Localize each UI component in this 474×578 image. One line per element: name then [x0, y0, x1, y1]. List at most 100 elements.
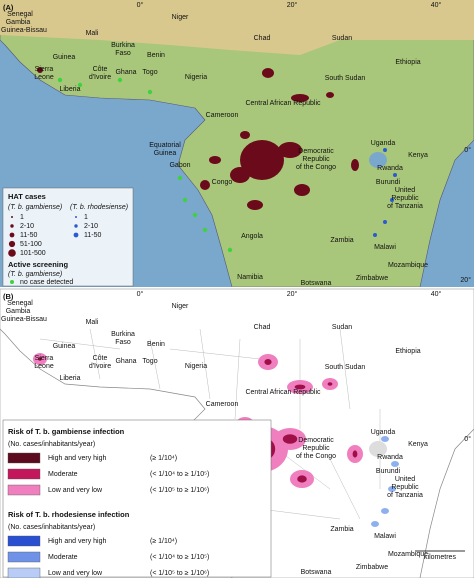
lake — [369, 441, 387, 457]
legend-title: Active screening — [8, 260, 68, 269]
risk-area — [327, 382, 333, 386]
legend-range: (< 1/10⁵ to ≥ 1/10⁶) — [150, 487, 209, 494]
country-label: Malawi — [374, 533, 396, 540]
scale-label: kilometres — [424, 554, 456, 561]
country-label: Senegal — [7, 300, 33, 307]
case-area — [200, 180, 210, 190]
screening-site — [202, 227, 208, 233]
country-label: Liberia — [59, 375, 80, 382]
country-label: Niger — [172, 14, 189, 21]
legend-sub: (T. b. gambiense) — [8, 271, 62, 278]
legend-swatch — [7, 484, 41, 496]
country-label: Leone — [34, 74, 54, 81]
country-label: Gambia — [6, 308, 31, 315]
case-area — [291, 94, 309, 102]
country-label: Ghana — [115, 358, 136, 365]
country-label: Guinea-Bissau — [1, 316, 47, 323]
country-label: Central African Republic — [245, 100, 321, 107]
country-label: Leone — [34, 363, 54, 370]
country-label: Chad — [254, 324, 271, 331]
country-label: Burundi — [376, 179, 401, 186]
case-area — [262, 68, 274, 78]
country-label: Central African Republic — [245, 389, 321, 396]
country-label: Zimbabwe — [356, 275, 388, 282]
case-area — [247, 200, 263, 210]
screening-site — [57, 77, 63, 83]
coordinate: 20° — [460, 276, 471, 284]
case-area — [37, 67, 43, 73]
case-area — [240, 131, 250, 139]
screening-site — [192, 212, 198, 218]
country-label: Equatorial — [149, 142, 181, 149]
rhodesiense-case — [393, 173, 397, 177]
legend-dot — [73, 232, 79, 238]
screening-site — [77, 82, 83, 88]
country-label: Angola — [241, 233, 263, 240]
country-label: Togo — [142, 358, 157, 365]
legend-title: HAT cases — [8, 192, 46, 201]
screening-site — [177, 175, 183, 181]
legend-swatch — [7, 452, 41, 464]
country-label: Rwanda — [377, 454, 403, 461]
legend-dot — [9, 232, 15, 238]
country-label: Côte — [93, 355, 108, 362]
country-label: Mozambique — [388, 262, 428, 269]
legend-dot — [75, 216, 77, 218]
country-label: Uganda — [371, 140, 396, 147]
case-area — [326, 92, 334, 98]
legend-range: (< 1/10⁵ to ≥ 1/10⁶) — [150, 570, 209, 577]
legend-item: 2-10 — [84, 223, 98, 230]
country-label: Burkina — [111, 331, 135, 338]
coordinate: 40° — [431, 1, 442, 9]
rhodesiense-case — [373, 233, 377, 237]
country-label: Ghana — [115, 69, 136, 76]
rhodes-risk — [381, 508, 389, 514]
legend-title: Risk of T. b. rhodesiense infection — [8, 510, 130, 519]
country-label: Faso — [115, 339, 131, 346]
country-label: Republic — [391, 195, 419, 202]
country-label: Guinea-Bissau — [1, 27, 47, 34]
country-label: Côte — [93, 66, 108, 73]
legend-dot — [11, 216, 13, 218]
legend-item: Moderate — [48, 554, 78, 561]
risk-area — [264, 359, 272, 365]
risk-area — [38, 357, 42, 361]
country-label: Kenya — [408, 152, 428, 159]
legend-title: Risk of T. b. gambiense infection — [8, 427, 125, 436]
legend-item: High and very high — [48, 455, 106, 462]
legend-sub: (T. b. rhodesiense) — [70, 204, 128, 211]
country-label: Sudan — [332, 324, 352, 331]
country-label: Uganda — [371, 429, 396, 436]
country-label: Guinea — [154, 150, 177, 157]
country-label: of the Congo — [296, 453, 336, 460]
coordinate: 0° — [464, 435, 471, 443]
country-label: of the Congo — [296, 164, 336, 171]
country-label: Cameroon — [206, 112, 239, 119]
country-label: Nigeria — [185, 363, 207, 370]
legend-item: 1 — [84, 214, 88, 221]
screening-site — [182, 197, 188, 203]
legend-swatch — [7, 551, 41, 563]
country-label: d'Ivoire — [89, 74, 111, 81]
rhodes-risk — [388, 486, 396, 492]
legend-sub: (No. cases/inhabitants/year) — [8, 524, 95, 531]
desert — [0, 0, 474, 55]
country-label: Ethiopia — [395, 348, 420, 355]
country-label: Botswana — [301, 569, 332, 576]
country-label: Niger — [172, 303, 189, 310]
country-label: South Sudan — [325, 364, 366, 371]
legend-item: Moderate — [48, 471, 78, 478]
rhodes-risk — [371, 521, 379, 527]
country-label: Burundi — [376, 468, 401, 475]
country-label: Republic — [302, 445, 330, 452]
coordinate: 20° — [287, 290, 298, 298]
legend-dot — [10, 224, 14, 228]
coordinate: 40° — [431, 290, 442, 298]
case-area — [209, 156, 221, 164]
legend-item: no case detected — [20, 279, 73, 286]
legend-dot — [10, 280, 14, 284]
country-label: Benin — [147, 52, 165, 59]
legend-dot — [8, 240, 16, 248]
legend-range: (≥ 1/10⁴) — [150, 538, 177, 545]
